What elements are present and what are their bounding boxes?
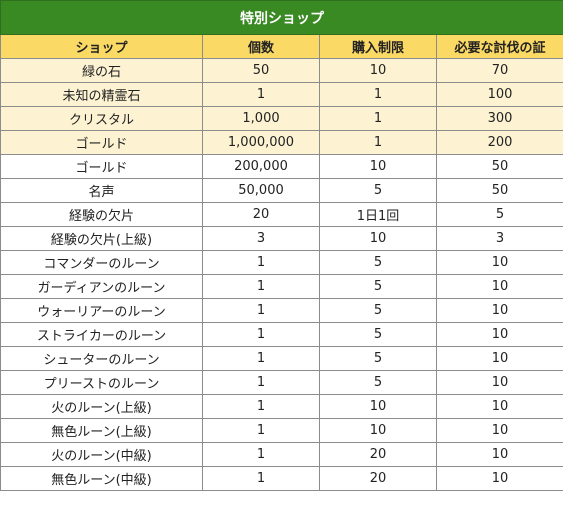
header-required-proof: 必要な討伐の証	[436, 34, 563, 59]
cell-quantity: 1,000,000	[202, 130, 320, 155]
table-header-row: ショップ 個数 購入制限 必要な討伐の証	[0, 34, 563, 59]
table-row: 火のルーン(中級) 1 20 10	[0, 442, 563, 467]
cell-required-proof: 70	[436, 58, 563, 83]
cell-required-proof: 10	[436, 418, 563, 443]
cell-purchase-limit: 1	[319, 82, 437, 107]
cell-item: ゴールド	[0, 130, 203, 155]
cell-purchase-limit: 5	[319, 322, 437, 347]
cell-purchase-limit: 1日1回	[319, 202, 437, 227]
cell-item: 火のルーン(上級)	[0, 394, 203, 419]
cell-item: シューターのルーン	[0, 346, 203, 371]
cell-item: プリーストのルーン	[0, 370, 203, 395]
cell-required-proof: 10	[436, 250, 563, 275]
table-row: 名声 50,000 5 50	[0, 178, 563, 203]
table-row: ガーディアンのルーン 1 5 10	[0, 274, 563, 299]
cell-required-proof: 300	[436, 106, 563, 131]
cell-purchase-limit: 5	[319, 178, 437, 203]
cell-quantity: 1	[202, 274, 320, 299]
cell-required-proof: 200	[436, 130, 563, 155]
cell-purchase-limit: 10	[319, 394, 437, 419]
cell-purchase-limit: 20	[319, 466, 437, 491]
table-row: 無色ルーン(上級) 1 10 10	[0, 418, 563, 443]
cell-item: 無色ルーン(中級)	[0, 466, 203, 491]
cell-purchase-limit: 10	[319, 226, 437, 251]
cell-required-proof: 3	[436, 226, 563, 251]
cell-item: 緑の石	[0, 58, 203, 83]
cell-quantity: 200,000	[202, 154, 320, 179]
header-quantity: 個数	[202, 34, 320, 59]
cell-item: ストライカーのルーン	[0, 322, 203, 347]
cell-quantity: 1	[202, 442, 320, 467]
cell-purchase-limit: 20	[319, 442, 437, 467]
cell-item: 未知の精霊石	[0, 82, 203, 107]
cell-required-proof: 10	[436, 394, 563, 419]
cell-quantity: 1,000	[202, 106, 320, 131]
cell-required-proof: 10	[436, 370, 563, 395]
cell-purchase-limit: 10	[319, 154, 437, 179]
cell-purchase-limit: 10	[319, 418, 437, 443]
table-row: 緑の石 50 10 70	[0, 58, 563, 83]
cell-quantity: 20	[202, 202, 320, 227]
cell-required-proof: 10	[436, 274, 563, 299]
cell-quantity: 1	[202, 250, 320, 275]
cell-item: ガーディアンのルーン	[0, 274, 203, 299]
cell-required-proof: 50	[436, 154, 563, 179]
cell-item: 火のルーン(中級)	[0, 442, 203, 467]
table-row: ウォーリアーのルーン 1 5 10	[0, 298, 563, 323]
cell-required-proof: 10	[436, 466, 563, 491]
cell-purchase-limit: 1	[319, 106, 437, 131]
table-row: プリーストのルーン 1 5 10	[0, 370, 563, 395]
cell-quantity: 1	[202, 322, 320, 347]
cell-quantity: 50,000	[202, 178, 320, 203]
cell-required-proof: 50	[436, 178, 563, 203]
table-row: クリスタル 1,000 1 300	[0, 106, 563, 131]
cell-quantity: 1	[202, 82, 320, 107]
cell-purchase-limit: 10	[319, 58, 437, 83]
cell-required-proof: 10	[436, 442, 563, 467]
table-row: 無色ルーン(中級) 1 20 10	[0, 466, 563, 491]
cell-item: 経験の欠片(上級)	[0, 226, 203, 251]
cell-required-proof: 10	[436, 298, 563, 323]
table-title-row: 特別ショップ	[0, 0, 563, 35]
header-purchase-limit: 購入制限	[319, 34, 437, 59]
table-body: 緑の石 50 10 70 未知の精霊石 1 1 100 クリスタル 1,000 1 300 ゴールド 1,…	[0, 58, 563, 491]
table-row: ストライカーのルーン 1 5 10	[0, 322, 563, 347]
cell-item: クリスタル	[0, 106, 203, 131]
cell-item: 無色ルーン(上級)	[0, 418, 203, 443]
header-shop: ショップ	[0, 34, 203, 59]
table-row: 経験の欠片(上級) 3 10 3	[0, 226, 563, 251]
table-title: 特別ショップ	[0, 0, 563, 35]
cell-purchase-limit: 5	[319, 346, 437, 371]
cell-purchase-limit: 5	[319, 298, 437, 323]
cell-quantity: 50	[202, 58, 320, 83]
cell-required-proof: 10	[436, 322, 563, 347]
cell-quantity: 1	[202, 298, 320, 323]
table-row: 未知の精霊石 1 1 100	[0, 82, 563, 107]
cell-purchase-limit: 1	[319, 130, 437, 155]
cell-item: ゴールド	[0, 154, 203, 179]
cell-item: 経験の欠片	[0, 202, 203, 227]
cell-item: コマンダーのルーン	[0, 250, 203, 275]
cell-purchase-limit: 5	[319, 250, 437, 275]
cell-required-proof: 5	[436, 202, 563, 227]
cell-item: ウォーリアーのルーン	[0, 298, 203, 323]
table-row: コマンダーのルーン 1 5 10	[0, 250, 563, 275]
cell-quantity: 1	[202, 394, 320, 419]
cell-quantity: 1	[202, 466, 320, 491]
cell-item: 名声	[0, 178, 203, 203]
cell-purchase-limit: 5	[319, 274, 437, 299]
cell-quantity: 3	[202, 226, 320, 251]
table-row: ゴールド 1,000,000 1 200	[0, 130, 563, 155]
special-shop-table: 特別ショップ ショップ 個数 購入制限 必要な討伐の証 緑の石 50 10 70 未知の…	[0, 0, 563, 491]
cell-quantity: 1	[202, 346, 320, 371]
cell-quantity: 1	[202, 418, 320, 443]
cell-required-proof: 100	[436, 82, 563, 107]
cell-quantity: 1	[202, 370, 320, 395]
table-row: ゴールド 200,000 10 50	[0, 154, 563, 179]
table-row: シューターのルーン 1 5 10	[0, 346, 563, 371]
table-row: 経験の欠片 20 1日1回 5	[0, 202, 563, 227]
cell-purchase-limit: 5	[319, 370, 437, 395]
table-row: 火のルーン(上級) 1 10 10	[0, 394, 563, 419]
cell-required-proof: 10	[436, 346, 563, 371]
